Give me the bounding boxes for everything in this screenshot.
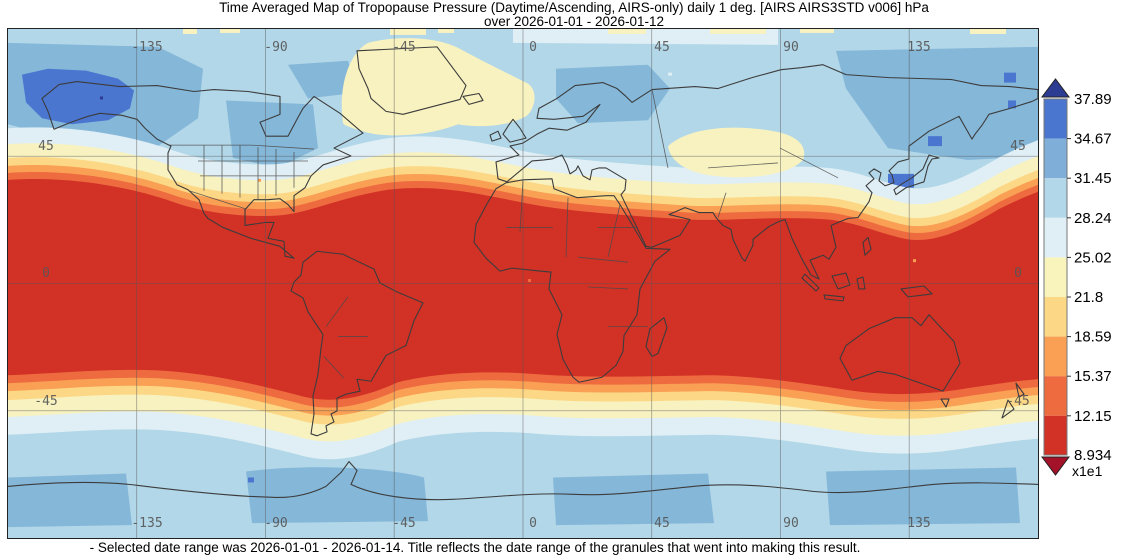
svg-text:34.67: 34.67 bbox=[1074, 131, 1112, 148]
colorbar-tick-labels: 37.89 34.67 31.45 28.24 25.02 21.8 18.59… bbox=[1072, 91, 1112, 479]
svg-text:31.45: 31.45 bbox=[1074, 170, 1112, 187]
central-asia-cream-blob bbox=[668, 127, 805, 178]
lon-label-bottom: 90 bbox=[783, 516, 799, 531]
grid-labels: -135 -90 -45 0 45 90 135 -135 -90 -45 0 … bbox=[34, 40, 1029, 531]
lon-label-top: -90 bbox=[264, 40, 287, 55]
lat-label-left: 45 bbox=[38, 139, 54, 154]
lat-label-right: 45 bbox=[1010, 139, 1026, 154]
plot-title: Time Averaged Map of Tropopause Pressure… bbox=[0, 1, 1148, 29]
world-map-svg: -135 -90 -45 0 45 90 135 -135 -90 -45 0 … bbox=[8, 29, 1038, 538]
colorbar-over-arrow bbox=[1041, 78, 1070, 98]
map-area: -135 -90 -45 0 45 90 135 -135 -90 -45 0 … bbox=[7, 28, 1039, 539]
coast-new-guinea bbox=[900, 285, 933, 298]
lat-label-left: 0 bbox=[42, 266, 50, 281]
lon-label-bottom: -45 bbox=[392, 516, 415, 531]
royal-blue-maxima bbox=[22, 68, 1016, 190]
plot-title-line2: over 2026-01-01 - 2026-01-12 bbox=[483, 14, 665, 29]
coast-eurasia bbox=[495, 64, 1038, 280]
coast-new-zealand bbox=[1001, 382, 1025, 419]
coast-iceland bbox=[462, 92, 484, 105]
lon-label-top: 0 bbox=[529, 40, 537, 55]
svg-text:28.24: 28.24 bbox=[1074, 210, 1112, 227]
coast-north-america bbox=[41, 81, 364, 259]
svg-text:8.934: 8.934 bbox=[1074, 447, 1112, 464]
lon-label-top: 135 bbox=[907, 40, 930, 55]
colorbar-under-arrow bbox=[1041, 456, 1070, 476]
lon-label-top: -135 bbox=[131, 40, 162, 55]
lon-label-bottom: -135 bbox=[131, 516, 162, 531]
colorbar-segments bbox=[1043, 98, 1068, 456]
colorbar: 37.89 34.67 31.45 28.24 25.02 21.8 18.59… bbox=[1041, 78, 1112, 479]
coast-borneo bbox=[831, 272, 851, 290]
coast-uk bbox=[502, 118, 527, 143]
coast-japan bbox=[893, 154, 940, 196]
svg-text:18.59: 18.59 bbox=[1074, 329, 1112, 346]
greenland-cream-blob bbox=[341, 38, 535, 136]
lon-label-top: -45 bbox=[392, 40, 415, 55]
noise-speckles bbox=[100, 72, 916, 483]
colorbar-tickmarks bbox=[1067, 138, 1071, 417]
coastlines bbox=[8, 46, 1038, 501]
lon-label-top: 45 bbox=[654, 40, 670, 55]
coast-australia bbox=[839, 314, 961, 392]
svg-text:15.37: 15.37 bbox=[1074, 368, 1112, 385]
svg-text:21.8: 21.8 bbox=[1074, 289, 1103, 306]
coast-philippines bbox=[862, 236, 872, 256]
arctic-cream-speckles bbox=[183, 29, 1006, 35]
country-borders bbox=[168, 89, 839, 379]
cream-blobs bbox=[183, 29, 1006, 178]
gridlines bbox=[8, 29, 1038, 538]
coast-antarctica bbox=[8, 461, 1038, 501]
coast-tasmania bbox=[940, 398, 950, 408]
lat-label-right: 0 bbox=[1014, 266, 1022, 281]
coast-java bbox=[823, 294, 845, 302]
lon-label-bottom: 135 bbox=[907, 516, 930, 531]
svg-text:12.15: 12.15 bbox=[1074, 408, 1112, 425]
coast-africa bbox=[473, 178, 671, 383]
lon-label-bottom: -90 bbox=[264, 516, 287, 531]
caption: - Selected date range was 2026-01-01 - 2… bbox=[89, 540, 861, 555]
svg-text:37.89: 37.89 bbox=[1074, 91, 1112, 108]
south-steel-patches bbox=[8, 467, 1020, 528]
lat-label-left: -45 bbox=[34, 394, 57, 409]
colorbar-exponent: x1e1 bbox=[1072, 463, 1103, 479]
lat-label-right: -45 bbox=[1006, 394, 1029, 409]
plot-title-line1: Time Averaged Map of Tropopause Pressure… bbox=[219, 0, 929, 15]
coast-south-america bbox=[290, 250, 424, 437]
lon-label-bottom: 45 bbox=[654, 516, 670, 531]
lon-label-top: 90 bbox=[783, 40, 799, 55]
coast-sulawesi bbox=[856, 276, 866, 290]
svg-text:25.02: 25.02 bbox=[1074, 249, 1112, 266]
lon-label-bottom: 0 bbox=[529, 516, 537, 531]
coast-ireland bbox=[489, 130, 502, 142]
